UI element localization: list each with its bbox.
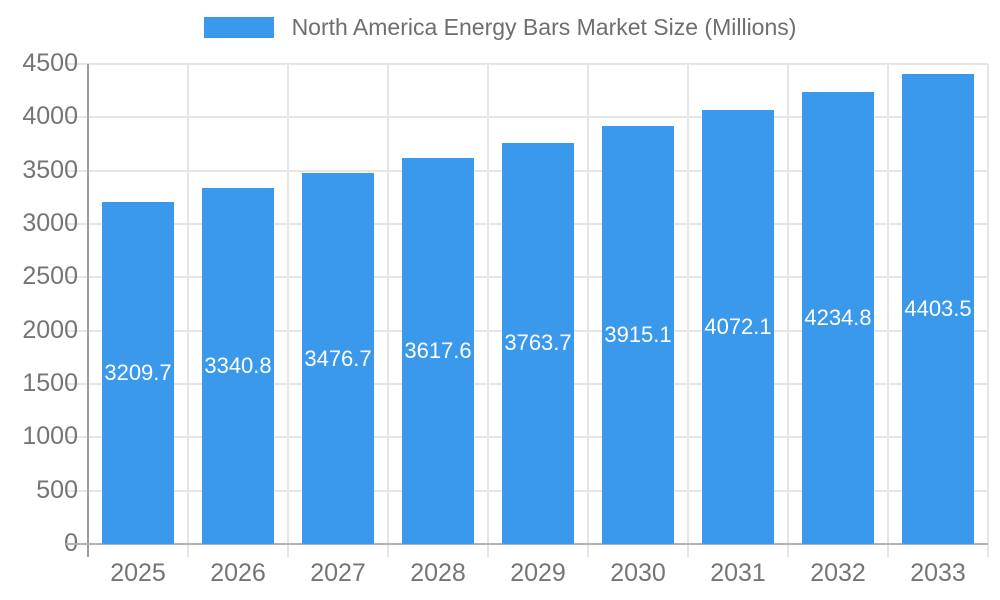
y-axis-tick-label: 3000 [22,209,78,237]
bar-value-label: 4072.1 [704,313,772,339]
y-gridline [66,116,988,119]
x-axis-tick-label: 2026 [210,559,266,587]
x-axis-tick-label: 2033 [910,559,966,587]
x-axis-tick-label: 2032 [810,559,866,587]
x-gridline [887,64,889,557]
y-axis-tick-label: 2500 [22,262,78,291]
bar-2027 [302,173,374,544]
bar-value-label: 4234.8 [804,305,872,331]
x-axis-tick-label: 2025 [110,559,166,587]
bar-value-label: 4403.5 [904,296,972,322]
y-axis-tick-label: 4500 [22,49,78,77]
y-axis-tick-label: 1000 [22,422,78,451]
x-gridline [287,64,289,557]
y-gridline [66,63,988,65]
x-axis-tick-label: 2030 [610,559,666,587]
bar-2028 [402,158,474,544]
y-axis-tick-label: 3500 [22,155,78,184]
x-gridline [387,64,389,557]
x-gridline [587,64,589,557]
x-axis-tick-label: 2031 [710,559,766,587]
x-gridline [187,64,189,557]
bar-value-label: 3617.6 [404,338,472,364]
y-axis-tick-label: 4000 [22,102,78,131]
x-axis-tick-label: 2027 [310,559,366,587]
y-axis-tick-label: 500 [36,475,78,504]
bar-2029 [502,142,574,544]
x-gridline [687,64,689,557]
x-gridline [487,64,489,557]
x-axis-line [66,543,988,545]
legend-label: North America Energy Bars Market Size (M… [291,14,797,40]
x-gridline [787,64,789,557]
y-axis-line [87,64,89,557]
bar-value-label: 3763.7 [504,330,572,356]
legend-swatch [203,17,274,38]
bar-2031 [702,109,774,544]
x-gridline [987,64,989,557]
bar-2032 [802,92,874,544]
y-axis-tick-label: 2000 [22,315,78,344]
bar-2030 [602,126,674,544]
bar-value-label: 3476.7 [304,345,372,371]
bar-2025 [102,201,174,544]
x-axis-tick-label: 2028 [410,559,466,587]
bar-2026 [202,187,274,544]
bar-value-label: 3340.8 [204,352,272,378]
legend-item[interactable]: North America Energy Bars Market Size (M… [0,14,1000,41]
bar-value-label: 3915.1 [604,322,672,348]
bar-value-label: 3209.7 [104,359,172,385]
x-axis-tick-label: 2029 [510,559,566,587]
bar-2033 [902,74,974,544]
y-axis-tick-label: 1500 [22,369,78,397]
